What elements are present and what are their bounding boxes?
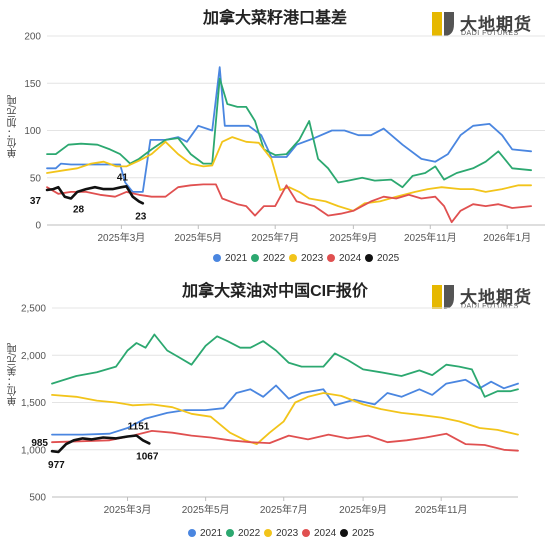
logo-text-en: DADI FUTURES (461, 30, 519, 37)
series-line-2025 (50, 434, 151, 454)
series-line-2024 (46, 183, 532, 224)
x-tick-label: 2025年11月 (404, 231, 457, 244)
y-tick-label: 100 (24, 126, 41, 137)
logo-text-cn: 大地期货 (460, 15, 532, 34)
legend-marker-icon (188, 529, 196, 537)
legend-marker-icon (289, 254, 297, 262)
chart-legend: 2021 2022 2023 2024 2025 (0, 528, 550, 544)
legend-marker-icon (365, 254, 373, 262)
legend-marker-icon (302, 529, 310, 537)
legend-label: 2021 (225, 253, 248, 264)
chart-panel-cif: 加拿大菜油对中国CIF报价 大地期货 DADI FUTURES 单位：美元/吨 … (0, 273, 550, 547)
dadi-logo-icon (432, 285, 454, 309)
data-label: 23 (135, 211, 147, 222)
series-line-2021 (46, 66, 532, 193)
y-tick-label: 1,500 (21, 398, 46, 409)
legend-item-2024[interactable]: 2024 (302, 528, 336, 539)
y-tick-label: 0 (35, 221, 41, 232)
legend-label: 2023 (276, 528, 299, 539)
data-label: 28 (73, 205, 85, 216)
legend-item-2023[interactable]: 2023 (289, 253, 323, 264)
y-tick-label: 2,000 (21, 351, 46, 362)
x-tick-label: 2026年1月 (483, 231, 531, 244)
series-line-2024 (51, 429, 519, 452)
legend-item-2024[interactable]: 2024 (327, 253, 361, 264)
series-line-2025 (45, 185, 145, 205)
logo-text-cn: 大地期货 (460, 288, 532, 307)
legend-label: 2023 (301, 253, 324, 264)
chart-title: 加拿大菜油对中国CIF报价 (182, 283, 368, 300)
x-tick-label: 2025年3月 (97, 231, 145, 244)
x-tick-label: 2025年7月 (251, 231, 299, 244)
legend-marker-icon (264, 529, 272, 537)
dadi-futures-logo: 大地期货 DADI FUTURES (430, 8, 542, 42)
legend-item-2022[interactable]: 2022 (226, 528, 260, 539)
legend-label: 2024 (339, 253, 362, 264)
legend-label: 2025 (377, 253, 400, 264)
legend-marker-icon (251, 254, 259, 262)
x-tick-label: 2025年9月 (339, 503, 387, 516)
legend-label: 2022 (263, 253, 286, 264)
data-label: 1151 (128, 421, 150, 432)
data-label: 41 (117, 172, 129, 183)
legend-marker-icon (327, 254, 335, 262)
series-line-2021 (51, 378, 519, 436)
x-tick-label: 2025年11月 (415, 503, 468, 516)
legend-item-2022[interactable]: 2022 (251, 253, 285, 264)
x-tick-label: 2025年3月 (104, 503, 152, 516)
data-label: 985 (31, 438, 48, 449)
legend-item-2021[interactable]: 2021 (213, 253, 247, 264)
data-label: 37 (30, 196, 42, 207)
series-line-2022 (46, 77, 532, 189)
y-tick-label: 150 (24, 79, 41, 90)
legend-marker-icon (340, 529, 348, 537)
basis-chart-svg: 200 150 100 50 0 2025年3月 2025年5月 2025年7月 2025年9月… (24, 32, 545, 244)
x-tick-label: 2025年7月 (260, 503, 308, 516)
y-tick-label: 1,000 (21, 445, 46, 456)
x-tick-label: 2025年5月 (182, 503, 230, 516)
legend-label: 2025 (352, 528, 375, 539)
legend-item-2025[interactable]: 2025 (365, 253, 399, 264)
series-line-2023 (51, 392, 519, 446)
legend-label: 2021 (200, 528, 223, 539)
logo-text-en: DADI FUTURES (461, 303, 519, 310)
legend-marker-icon (213, 254, 221, 262)
legend-item-2021[interactable]: 2021 (188, 528, 222, 539)
x-tick-label: 2025年9月 (329, 231, 377, 244)
data-label: 977 (48, 460, 65, 471)
y-tick-label: 2,500 (21, 304, 46, 315)
chart-legend: 2021 2022 2023 2024 2025 (0, 253, 550, 269)
series-line-2022 (51, 333, 519, 398)
chart-panel-basis: 加拿大菜籽港口基差 大地期货 DADI FUTURES 单位：加元/吨 200 1… (0, 0, 550, 272)
dadi-logo-icon (432, 12, 454, 36)
legend-item-2023[interactable]: 2023 (264, 528, 298, 539)
data-label: 1067 (136, 451, 159, 462)
chart-title: 加拿大菜籽港口基差 (202, 10, 347, 27)
legend-marker-icon (226, 529, 234, 537)
y-tick-label: 50 (30, 173, 42, 184)
series-line-2023 (46, 136, 532, 212)
legend-label: 2024 (314, 528, 337, 539)
legend-item-2025[interactable]: 2025 (340, 528, 374, 539)
legend-label: 2022 (238, 528, 261, 539)
y-tick-label: 200 (24, 32, 41, 43)
y-tick-label: 500 (29, 493, 46, 504)
x-tick-label: 2025年5月 (174, 231, 222, 244)
cif-chart-svg: 2,500 2,000 1,500 1,000 500 2025年3月 2025年5月 202… (21, 304, 519, 516)
dadi-futures-logo: 大地期货 DADI FUTURES (430, 281, 542, 315)
